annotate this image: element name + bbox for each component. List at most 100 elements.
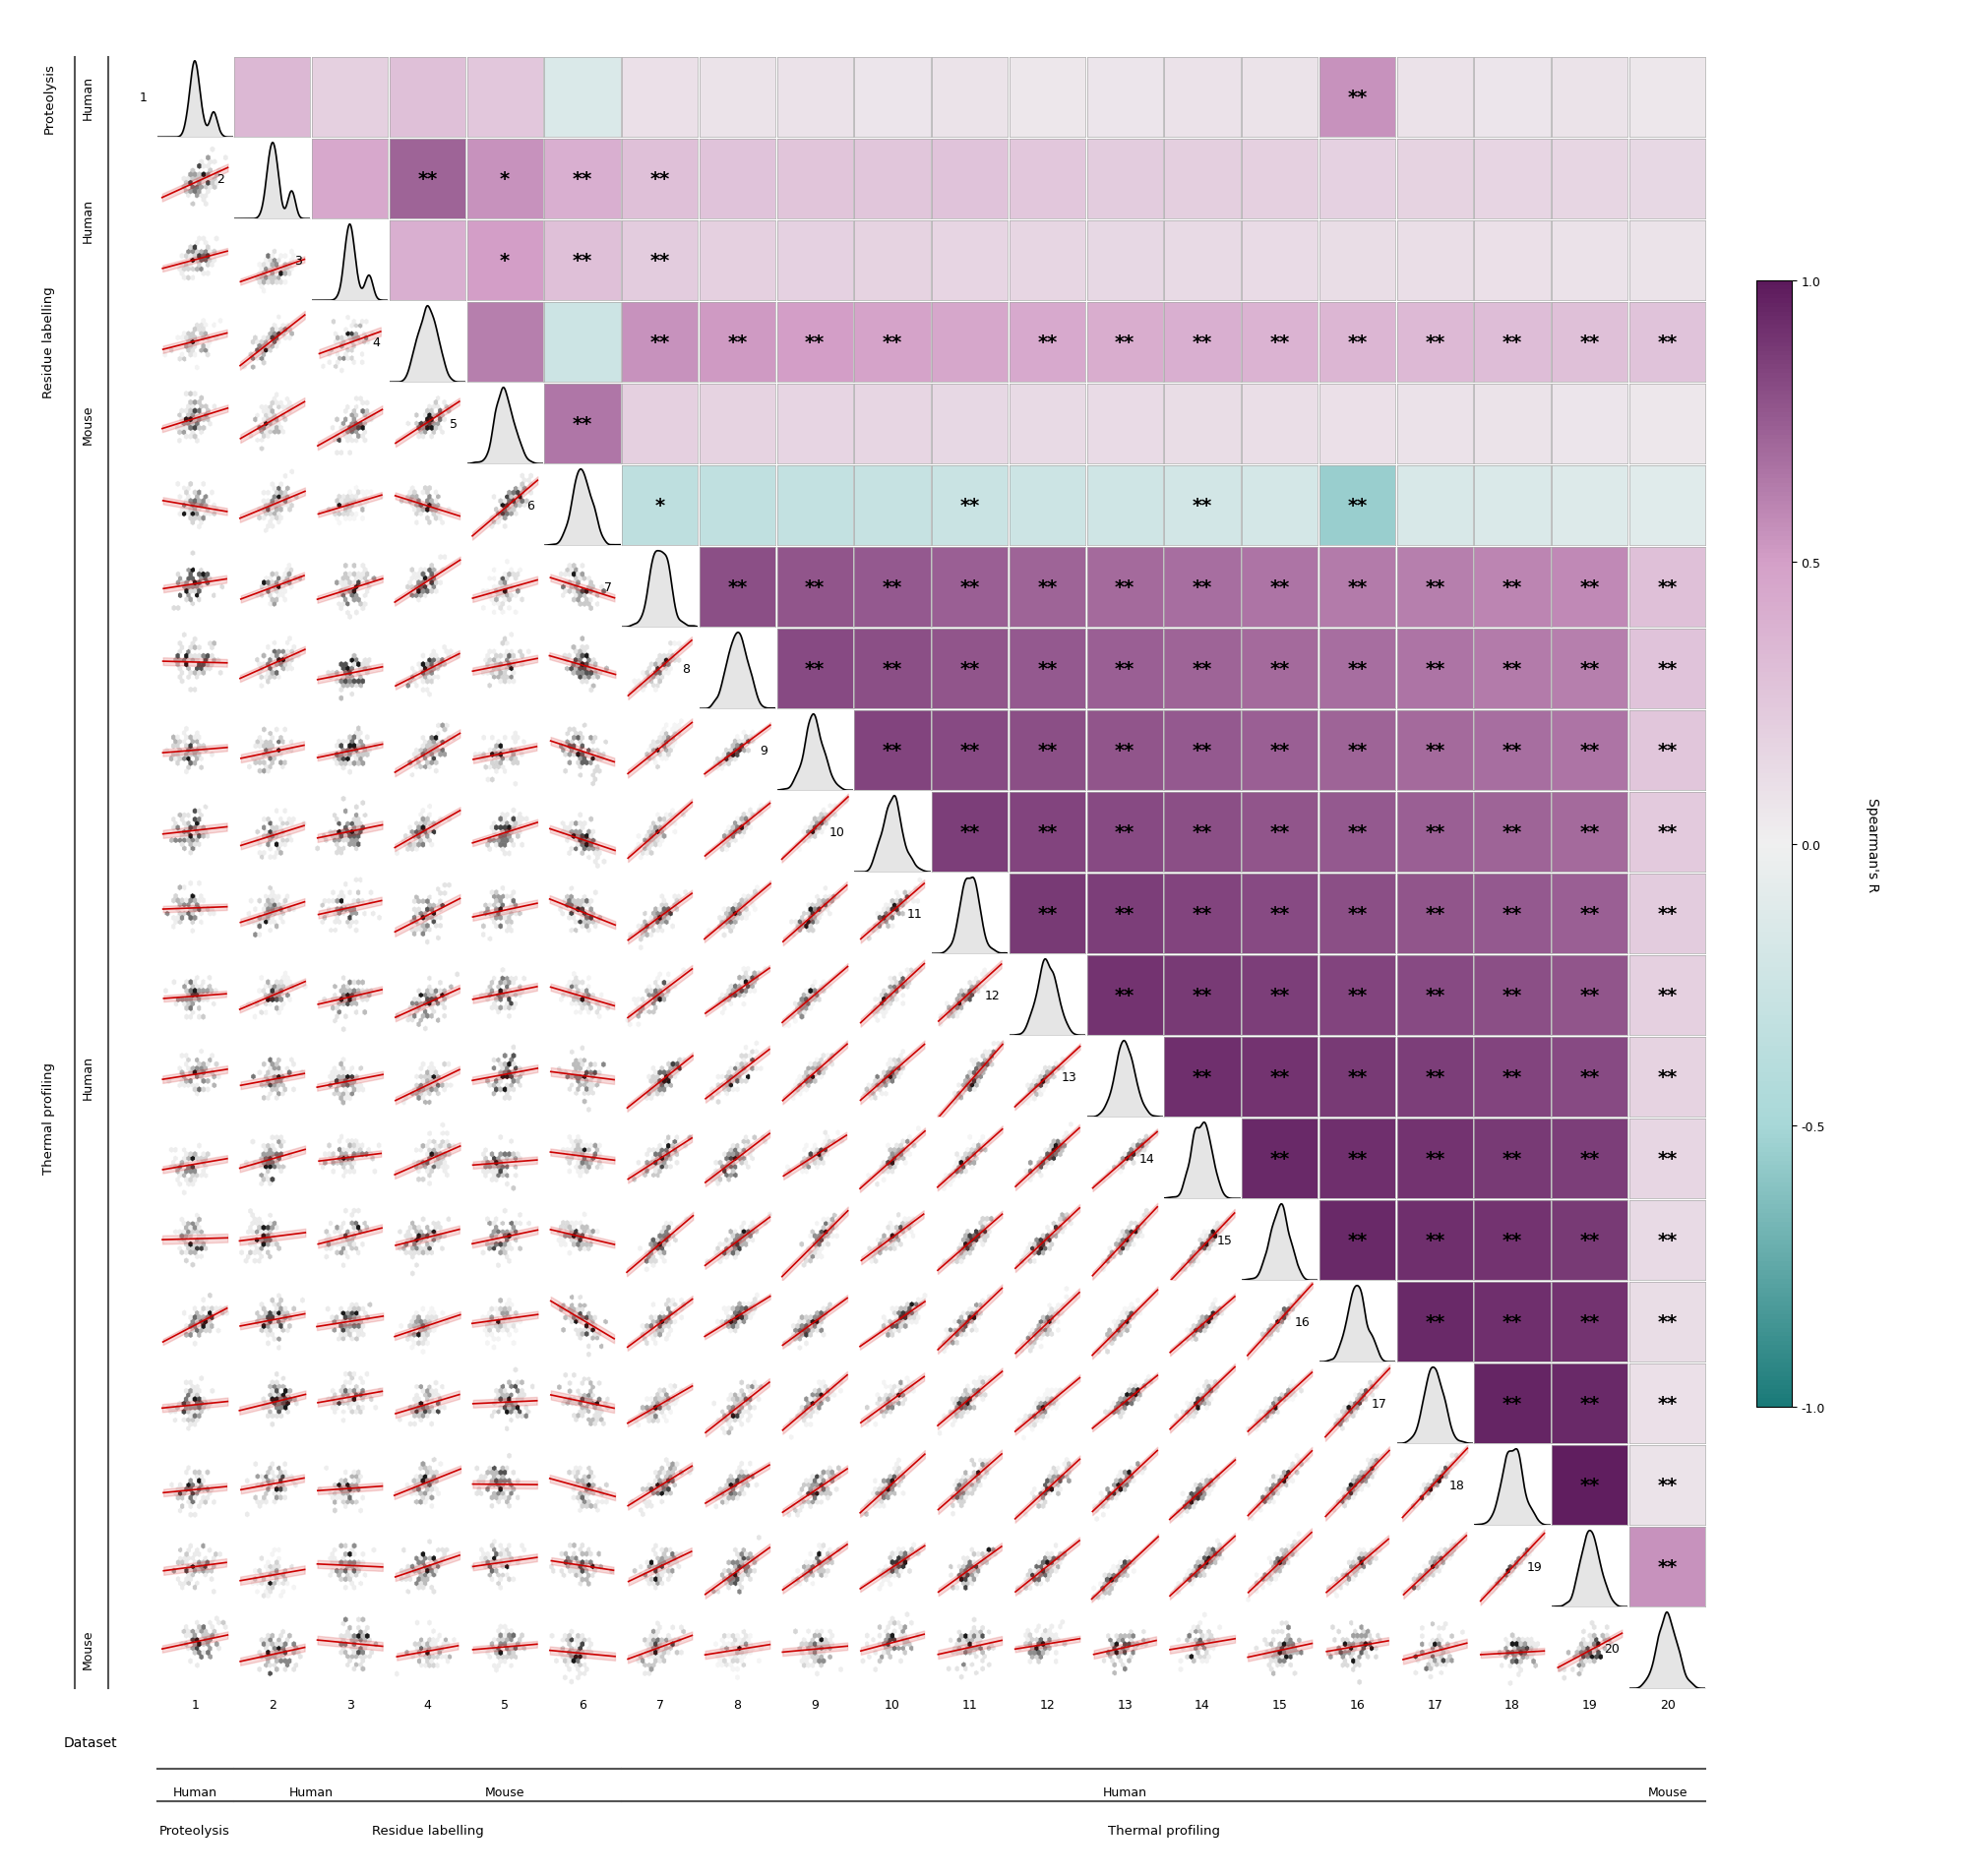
Text: 19: 19 bbox=[1526, 1561, 1542, 1574]
Text: 19: 19 bbox=[1581, 1698, 1597, 1711]
Text: 2: 2 bbox=[269, 1698, 277, 1711]
Text: **: ** bbox=[1348, 1231, 1368, 1249]
Text: **: ** bbox=[1658, 987, 1678, 1006]
Text: 15: 15 bbox=[1216, 1234, 1232, 1248]
Text: **: ** bbox=[883, 578, 903, 597]
Text: **: ** bbox=[1269, 660, 1289, 679]
Text: 15: 15 bbox=[1271, 1698, 1287, 1711]
Text: *: * bbox=[655, 497, 665, 516]
Text: **: ** bbox=[1579, 660, 1599, 679]
Text: **: ** bbox=[1658, 578, 1678, 597]
Text: 4: 4 bbox=[424, 1698, 432, 1711]
Text: Human: Human bbox=[173, 1786, 218, 1799]
Text: **: ** bbox=[1193, 824, 1213, 842]
Text: 16: 16 bbox=[1295, 1315, 1309, 1328]
Text: 8: 8 bbox=[734, 1698, 742, 1711]
Text: **: ** bbox=[1579, 1394, 1599, 1413]
Text: 5: 5 bbox=[449, 418, 457, 431]
Text: **: ** bbox=[959, 741, 979, 760]
Text: **: ** bbox=[649, 334, 669, 353]
Text: 4: 4 bbox=[373, 336, 379, 349]
Text: **: ** bbox=[1658, 1557, 1678, 1576]
Text: 14: 14 bbox=[1140, 1152, 1154, 1165]
Text: **: ** bbox=[1658, 1476, 1678, 1495]
Text: 17: 17 bbox=[1371, 1398, 1387, 1411]
Text: 8: 8 bbox=[681, 662, 691, 675]
Text: **: ** bbox=[1579, 1231, 1599, 1249]
Text: **: ** bbox=[1424, 660, 1444, 679]
Text: 11: 11 bbox=[906, 908, 922, 921]
Text: **: ** bbox=[1269, 334, 1289, 353]
Text: **: ** bbox=[1269, 987, 1289, 1006]
Text: **: ** bbox=[1579, 741, 1599, 760]
Text: **: ** bbox=[1424, 741, 1444, 760]
Text: Mouse: Mouse bbox=[1648, 1786, 1687, 1799]
Text: **: ** bbox=[883, 334, 903, 353]
Text: **: ** bbox=[1114, 741, 1134, 760]
Text: **: ** bbox=[1348, 1067, 1368, 1086]
Text: **: ** bbox=[649, 171, 669, 189]
Text: **: ** bbox=[1114, 660, 1134, 679]
Text: **: ** bbox=[1348, 88, 1368, 107]
Text: **: ** bbox=[1193, 987, 1213, 1006]
Text: **: ** bbox=[959, 578, 979, 597]
Text: *: * bbox=[500, 171, 510, 189]
Text: **: ** bbox=[1503, 741, 1523, 760]
Text: **: ** bbox=[1503, 578, 1523, 597]
Text: 12: 12 bbox=[985, 989, 999, 1002]
Text: **: ** bbox=[418, 171, 438, 189]
Text: **: ** bbox=[1579, 1313, 1599, 1332]
Text: 1: 1 bbox=[190, 1698, 198, 1711]
Text: **: ** bbox=[1579, 904, 1599, 923]
Text: **: ** bbox=[1269, 824, 1289, 842]
Text: **: ** bbox=[1424, 1313, 1444, 1332]
Text: **: ** bbox=[1424, 904, 1444, 923]
Text: **: ** bbox=[959, 824, 979, 842]
Text: **: ** bbox=[1658, 1150, 1678, 1169]
Text: **: ** bbox=[1114, 904, 1134, 923]
Text: **: ** bbox=[1193, 1067, 1213, 1086]
Text: **: ** bbox=[1114, 824, 1134, 842]
Text: Human: Human bbox=[1103, 1786, 1148, 1799]
Text: **: ** bbox=[649, 251, 669, 270]
Text: **: ** bbox=[1038, 904, 1058, 923]
Text: **: ** bbox=[1193, 578, 1213, 597]
Text: **: ** bbox=[1424, 334, 1444, 353]
Text: Thermal profiling: Thermal profiling bbox=[43, 1062, 55, 1174]
Text: **: ** bbox=[1658, 1067, 1678, 1086]
Text: **: ** bbox=[1579, 1067, 1599, 1086]
Text: **: ** bbox=[1579, 824, 1599, 842]
Text: **: ** bbox=[1579, 1150, 1599, 1169]
Text: Human: Human bbox=[288, 1786, 334, 1799]
Text: **: ** bbox=[1348, 660, 1368, 679]
Text: Thermal profiling: Thermal profiling bbox=[1109, 1823, 1220, 1837]
Text: **: ** bbox=[1424, 987, 1444, 1006]
Text: **: ** bbox=[959, 497, 979, 516]
Text: **: ** bbox=[1348, 987, 1368, 1006]
Text: **: ** bbox=[1503, 660, 1523, 679]
Text: **: ** bbox=[1658, 824, 1678, 842]
Y-axis label: Spearman's R: Spearman's R bbox=[1866, 797, 1880, 891]
Text: **: ** bbox=[1269, 1150, 1289, 1169]
Text: **: ** bbox=[1424, 578, 1444, 597]
Text: **: ** bbox=[1424, 1067, 1444, 1086]
Text: **: ** bbox=[883, 660, 903, 679]
Text: 14: 14 bbox=[1195, 1698, 1211, 1711]
Text: 1: 1 bbox=[139, 92, 147, 105]
Text: 6: 6 bbox=[528, 499, 534, 512]
Text: **: ** bbox=[1348, 1150, 1368, 1169]
Text: 9: 9 bbox=[810, 1698, 818, 1711]
Text: **: ** bbox=[1579, 1476, 1599, 1495]
Text: **: ** bbox=[1114, 334, 1134, 353]
Text: **: ** bbox=[804, 334, 824, 353]
Text: Dataset: Dataset bbox=[65, 1735, 118, 1748]
Text: **: ** bbox=[1193, 497, 1213, 516]
Text: Mouse: Mouse bbox=[82, 1628, 94, 1668]
Text: **: ** bbox=[1193, 660, 1213, 679]
Text: **: ** bbox=[804, 578, 824, 597]
Text: **: ** bbox=[1503, 334, 1523, 353]
Text: **: ** bbox=[1424, 824, 1444, 842]
Text: **: ** bbox=[1424, 1231, 1444, 1249]
Text: **: ** bbox=[1503, 824, 1523, 842]
Text: **: ** bbox=[1503, 1231, 1523, 1249]
